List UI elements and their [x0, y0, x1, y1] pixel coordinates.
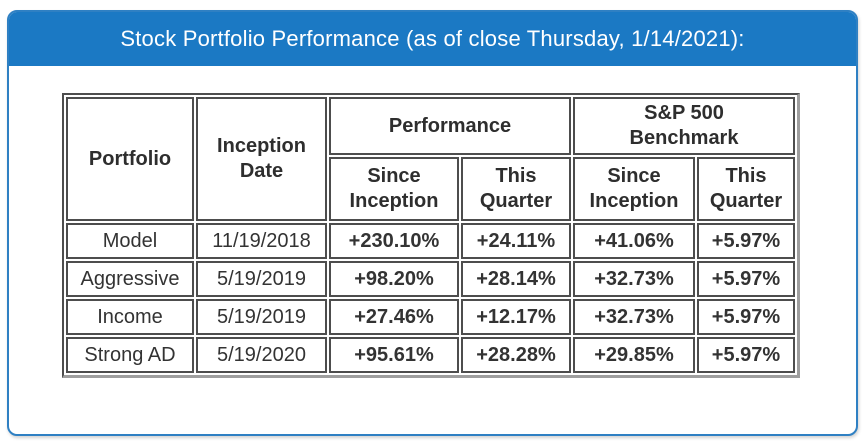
- col-header-sp-since-inception: Since Inception: [573, 157, 695, 221]
- col-header-perf-this-quarter: This Quarter: [461, 157, 571, 221]
- col-header-perf-since-inception: Since Inception: [329, 157, 459, 221]
- col-header-sp-this-quarter: This Quarter: [697, 157, 795, 221]
- table-row-income: Income 5/19/2019 +27.46% +12.17% +32.73%…: [66, 299, 795, 335]
- cell-portfolio: Strong AD: [66, 337, 194, 373]
- cell-sp-since-inception: +29.85%: [573, 337, 695, 373]
- portfolio-performance-card: Stock Portfolio Performance (as of close…: [7, 10, 858, 436]
- table-row-strong-ad: Strong AD 5/19/2020 +95.61% +28.28% +29.…: [66, 337, 795, 373]
- cell-inception-date: 5/19/2019: [196, 261, 327, 297]
- cell-inception-date: 11/19/2018: [196, 223, 327, 259]
- cell-perf-since-inception: +27.46%: [329, 299, 459, 335]
- cell-perf-this-quarter: +12.17%: [461, 299, 571, 335]
- col-group-sp500-benchmark: S&P 500 Benchmark: [573, 97, 795, 155]
- page-title: Stock Portfolio Performance (as of close…: [120, 26, 745, 51]
- cell-sp-since-inception: +32.73%: [573, 299, 695, 335]
- col-header-portfolio: Portfolio: [66, 97, 194, 221]
- col-group-performance: Performance: [329, 97, 571, 155]
- cell-perf-this-quarter: +28.14%: [461, 261, 571, 297]
- header-row-sub: Since Inception This Quarter Since Incep…: [66, 157, 795, 221]
- cell-portfolio: Aggressive: [66, 261, 194, 297]
- performance-table: Portfolio Inception Date Performance S&P…: [62, 93, 800, 378]
- cell-perf-since-inception: +98.20%: [329, 261, 459, 297]
- cell-perf-since-inception: +230.10%: [329, 223, 459, 259]
- cell-sp-this-quarter: +5.97%: [697, 261, 795, 297]
- table-row-model: Model 11/19/2018 +230.10% +24.11% +41.06…: [66, 223, 795, 259]
- cell-inception-date: 5/19/2020: [196, 337, 327, 373]
- cell-portfolio: Model: [66, 223, 194, 259]
- cell-perf-since-inception: +95.61%: [329, 337, 459, 373]
- cell-portfolio: Income: [66, 299, 194, 335]
- table-row-aggressive: Aggressive 5/19/2019 +98.20% +28.14% +32…: [66, 261, 795, 297]
- cell-sp-this-quarter: +5.97%: [697, 299, 795, 335]
- cell-perf-this-quarter: +28.28%: [461, 337, 571, 373]
- header-row-groups: Portfolio Inception Date Performance S&P…: [66, 97, 795, 221]
- cell-perf-this-quarter: +24.11%: [461, 223, 571, 259]
- cell-inception-date: 5/19/2019: [196, 299, 327, 335]
- cell-sp-since-inception: +41.06%: [573, 223, 695, 259]
- col-header-inception-date: Inception Date: [196, 97, 327, 221]
- cell-sp-since-inception: +32.73%: [573, 261, 695, 297]
- card-header: Stock Portfolio Performance (as of close…: [9, 12, 856, 66]
- cell-sp-this-quarter: +5.97%: [697, 223, 795, 259]
- card-body: Portfolio Inception Date Performance S&P…: [9, 66, 856, 378]
- cell-sp-this-quarter: +5.97%: [697, 337, 795, 373]
